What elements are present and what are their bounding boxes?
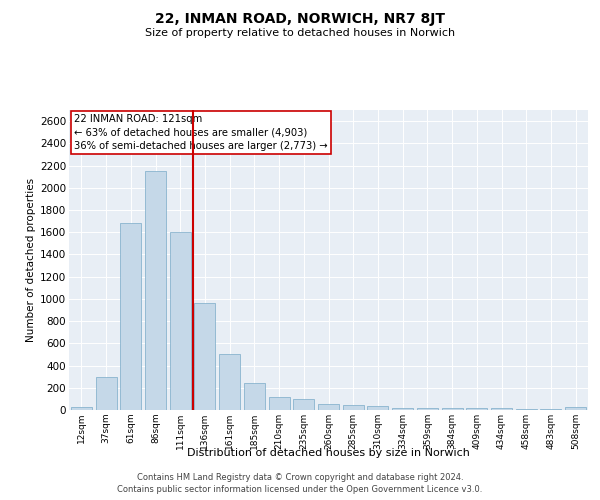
Bar bbox=[367, 406, 388, 410]
Bar bbox=[145, 171, 166, 410]
Text: Contains public sector information licensed under the Open Government Licence v3: Contains public sector information licen… bbox=[118, 485, 482, 494]
Bar bbox=[269, 396, 290, 410]
Text: 22 INMAN ROAD: 121sqm
← 63% of detached houses are smaller (4,903)
36% of semi-d: 22 INMAN ROAD: 121sqm ← 63% of detached … bbox=[74, 114, 328, 151]
Bar bbox=[244, 384, 265, 410]
Bar bbox=[120, 224, 141, 410]
Bar bbox=[417, 408, 438, 410]
Bar bbox=[194, 304, 215, 410]
Bar bbox=[318, 404, 339, 410]
Bar bbox=[293, 399, 314, 410]
Bar bbox=[71, 407, 92, 410]
Text: Contains HM Land Registry data © Crown copyright and database right 2024.: Contains HM Land Registry data © Crown c… bbox=[137, 472, 463, 482]
Text: Size of property relative to detached houses in Norwich: Size of property relative to detached ho… bbox=[145, 28, 455, 38]
Bar bbox=[466, 408, 487, 410]
Text: 22, INMAN ROAD, NORWICH, NR7 8JT: 22, INMAN ROAD, NORWICH, NR7 8JT bbox=[155, 12, 445, 26]
Bar bbox=[392, 408, 413, 410]
Bar bbox=[491, 408, 512, 410]
Y-axis label: Number of detached properties: Number of detached properties bbox=[26, 178, 36, 342]
Bar bbox=[343, 405, 364, 410]
Text: Distribution of detached houses by size in Norwich: Distribution of detached houses by size … bbox=[187, 448, 470, 458]
Bar bbox=[219, 354, 240, 410]
Bar bbox=[442, 408, 463, 410]
Bar bbox=[565, 407, 586, 410]
Bar bbox=[170, 232, 191, 410]
Bar bbox=[95, 376, 116, 410]
Bar bbox=[516, 409, 537, 410]
